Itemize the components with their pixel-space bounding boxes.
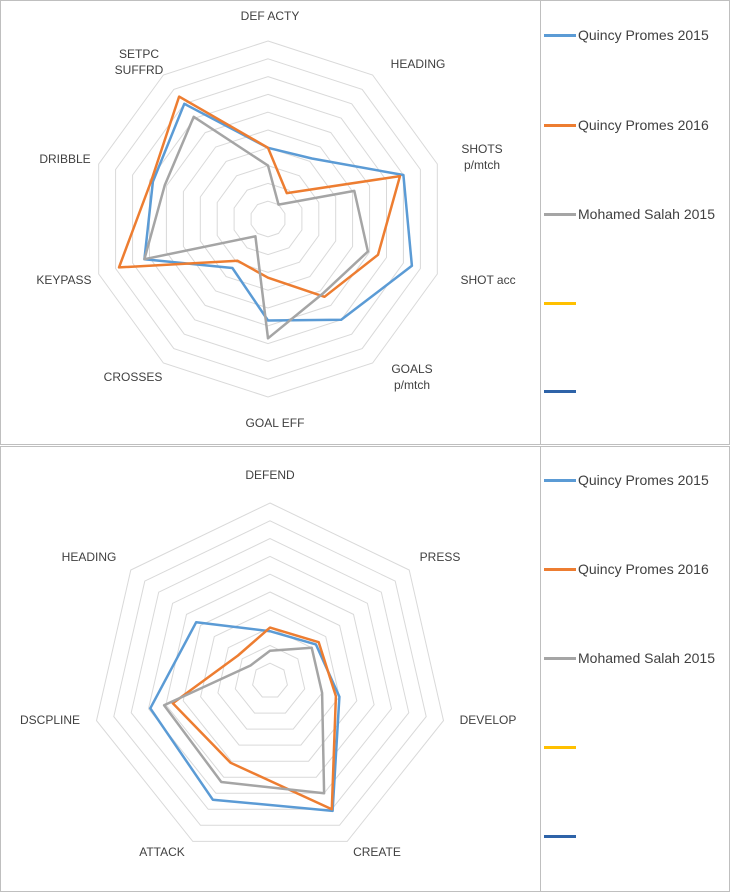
grid-ring: [147, 555, 393, 794]
grid-ring: [98, 40, 438, 398]
radar-chart-bottom: DEFEND PRESS DEVELOP CREATE ATTACK DSCPLINE HE…: [0, 446, 730, 892]
axis-label: DEF ACTY: [241, 9, 300, 23]
series-line-3: [143, 115, 370, 340]
axis-label: DRIBBLE: [39, 152, 90, 166]
axis-label: HEADING: [391, 57, 446, 71]
legend-entry: Quincy Promes 2016: [540, 559, 730, 579]
axis-label: KEYPASS: [36, 273, 91, 287]
axis-label: GOAL EFF: [246, 416, 305, 430]
legend-swatch: [544, 390, 576, 393]
legend-entry: [540, 293, 730, 313]
radar-chart-top: DEF ACTY HEADING SHOTS p/mtch SHOT acc GOALS p…: [0, 0, 730, 445]
grid-ring: [115, 58, 421, 380]
axis-label: SETPC SUFFRD: [115, 47, 164, 77]
grid-ring: [252, 662, 288, 698]
legend-entry: [540, 826, 730, 846]
legend-swatch: [544, 302, 576, 305]
legend-swatch: [544, 213, 576, 216]
axis-label: DEFEND: [245, 468, 295, 482]
legend-swatch: [544, 835, 576, 838]
axis-label: CROSSES: [104, 370, 163, 384]
axis-label: DEVELOP: [460, 713, 517, 727]
grid-ring: [199, 147, 337, 291]
grid-ring: [95, 502, 445, 842]
radar-plot-top: DEF ACTY HEADING SHOTS p/mtch SHOT acc GOALS p…: [0, 0, 730, 445]
grid-ring: [130, 538, 410, 810]
legend-swatch: [544, 657, 576, 660]
legend-swatch: [544, 746, 576, 749]
grid-ring: [200, 609, 340, 746]
grid-ring: [233, 182, 303, 256]
series-line-2: [117, 95, 402, 299]
grid-ring: [182, 129, 354, 309]
legend-entry: Mohamed Salah 2015: [540, 648, 730, 668]
legend-entry: [540, 381, 730, 401]
legend-label: Quincy Promes 2015: [578, 472, 709, 488]
grid-ring: [132, 76, 404, 362]
legend-entry: Quincy Promes 2016: [540, 115, 730, 135]
axis-label: DSCPLINE: [20, 713, 80, 727]
legend-label: Mohamed Salah 2015: [578, 650, 715, 666]
grid-ring: [165, 111, 371, 327]
grid-ring: [165, 573, 375, 778]
legend-entry: [540, 737, 730, 757]
legend-swatch: [544, 568, 576, 571]
axis-label: PRESS: [420, 550, 461, 564]
axis-label: SHOT acc: [460, 273, 515, 287]
legend-label: Quincy Promes 2016: [578, 561, 709, 577]
axis-label: GOALS p/mtch: [391, 362, 432, 392]
grid-ring: [234, 644, 306, 714]
legend-label: Mohamed Salah 2015: [578, 206, 715, 222]
series-line-1: [149, 620, 341, 813]
series-line-2: [171, 626, 338, 811]
legend-entry: Quincy Promes 2015: [540, 470, 730, 490]
grid-ring: [250, 200, 286, 238]
legend-entry: Mohamed Salah 2015: [540, 204, 730, 224]
series-line-1: [143, 102, 414, 322]
legend-label: Quincy Promes 2016: [578, 117, 709, 133]
axis-label: SHOTS p/mtch: [461, 142, 502, 172]
legend-label: Quincy Promes 2015: [578, 27, 709, 43]
axis-label: ATTACK: [139, 845, 185, 859]
grid-ring: [182, 591, 358, 762]
axis-label: CREATE: [353, 845, 401, 859]
series-line-3: [162, 646, 326, 795]
grid-ring: [149, 93, 387, 345]
chart-frame: [0, 446, 730, 892]
axis-label: HEADING: [62, 550, 117, 564]
legend-swatch: [544, 479, 576, 482]
legend-entry: Quincy Promes 2015: [540, 25, 730, 45]
grid-ring: [113, 520, 427, 826]
legend-swatch: [544, 124, 576, 127]
legend-swatch: [544, 34, 576, 37]
grid-ring: [216, 165, 320, 273]
